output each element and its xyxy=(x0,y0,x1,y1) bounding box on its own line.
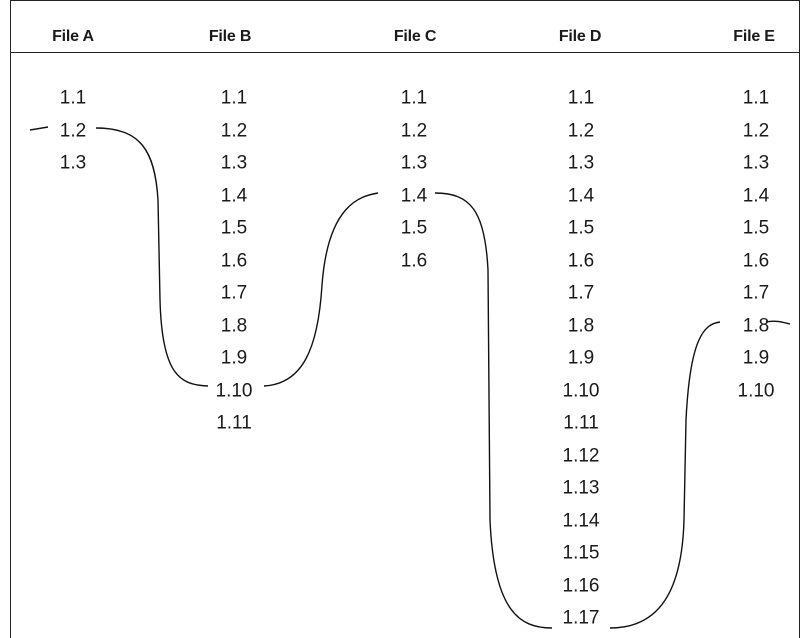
header-divider xyxy=(10,52,800,53)
revision-label: 1.6 xyxy=(220,250,248,271)
revision-label: 1.4 xyxy=(220,185,248,206)
revision-label: 1.7 xyxy=(742,282,770,304)
revision-label: 1.3 xyxy=(220,152,248,174)
column-header-file-a: File A xyxy=(52,28,94,45)
revision-label: 1.15 xyxy=(562,542,600,564)
revision-label: 1.5 xyxy=(742,217,770,239)
revision-label: 1.8 xyxy=(567,315,595,336)
revision-label: 1.6 xyxy=(400,250,428,271)
revision-label: 1.1 xyxy=(59,87,87,109)
revision-label: 1.8 xyxy=(742,315,770,336)
revision-label: 1.2 xyxy=(220,120,248,141)
revision-label: 1.9 xyxy=(742,347,770,369)
column-header-file-b: File B xyxy=(208,28,252,45)
revision-label: 1.14 xyxy=(562,510,600,531)
column-header-file-c: File C xyxy=(393,28,437,45)
revision-label: 1.10 xyxy=(215,380,253,401)
column-header-file-d: File D xyxy=(558,28,602,45)
revision-label: 1.12 xyxy=(562,445,600,466)
revision-label: 1.9 xyxy=(567,347,595,369)
revision-label: 1.4 xyxy=(400,185,428,206)
revision-label: 1.11 xyxy=(216,412,252,434)
revision-label: 1.11 xyxy=(563,412,599,434)
revision-label: 1.8 xyxy=(220,315,248,336)
revision-label: 1.9 xyxy=(220,347,248,369)
revision-label: 1.5 xyxy=(400,217,428,239)
revision-label: 1.17 xyxy=(562,607,600,629)
revision-label: 1.6 xyxy=(567,250,595,271)
revision-label: 1.3 xyxy=(59,152,87,174)
revision-label: 1.3 xyxy=(742,152,770,174)
revision-label: 1.7 xyxy=(567,282,595,304)
revision-label: 1.2 xyxy=(567,120,595,141)
revision-label: 1.4 xyxy=(742,185,770,206)
revision-label: 1.2 xyxy=(400,120,428,141)
revision-label: 1.3 xyxy=(567,152,595,174)
revision-label: 1.4 xyxy=(567,185,595,206)
revision-label: 1.2 xyxy=(59,120,87,141)
revision-label: 1.10 xyxy=(737,380,775,401)
revision-label: 1.6 xyxy=(742,250,770,271)
revision-label: 1.10 xyxy=(562,380,600,401)
diagram-frame xyxy=(10,0,800,638)
column-header-file-e: File E xyxy=(733,28,775,45)
revision-label: 1.1 xyxy=(220,87,248,109)
revision-label: 1.5 xyxy=(220,217,248,239)
revision-label: 1.3 xyxy=(400,152,428,174)
revision-label: 1.2 xyxy=(742,120,770,141)
revision-label: 1.1 xyxy=(742,87,770,109)
revision-label: 1.5 xyxy=(567,217,595,239)
revision-label: 1.1 xyxy=(400,87,428,109)
revision-label: 1.13 xyxy=(562,477,600,499)
revision-label: 1.16 xyxy=(562,575,600,596)
revision-label: 1.7 xyxy=(220,282,248,304)
revision-label: 1.1 xyxy=(567,87,595,109)
